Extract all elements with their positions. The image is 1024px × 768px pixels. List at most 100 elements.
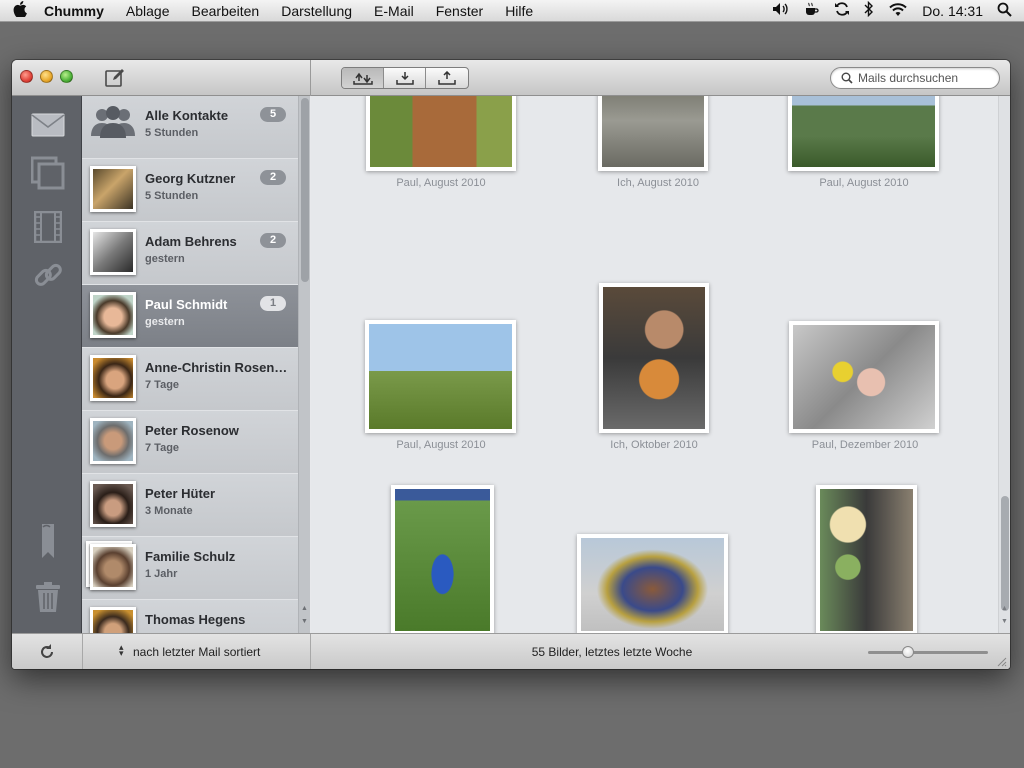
sent-segment[interactable]: [426, 68, 468, 88]
avatar: [90, 355, 136, 401]
received-segment[interactable]: [384, 68, 426, 88]
avatar: [90, 229, 136, 275]
photo-caption: Ich, Oktober 2010: [610, 439, 698, 451]
photo-image: [581, 538, 724, 631]
contact-peter-hueter[interactable]: Peter Hüter 3 Monate: [82, 474, 298, 537]
photo-thumbnail[interactable]: [788, 96, 939, 171]
mail-icon[interactable]: [31, 108, 65, 142]
contact-name: Anne-Christin Rosenow: [145, 360, 290, 375]
media-type-sidebar: [12, 96, 82, 633]
coffee-cup-icon[interactable]: [804, 1, 820, 20]
search-input[interactable]: [858, 71, 988, 85]
spotlight-search-icon[interactable]: [997, 2, 1012, 20]
scroll-down-arrow-icon[interactable]: ▼: [301, 618, 308, 625]
film-icon[interactable]: [31, 210, 65, 244]
volume-icon[interactable]: [772, 2, 790, 19]
contact-last-mail-time: gestern: [145, 316, 185, 328]
resize-grip-icon[interactable]: [995, 654, 1007, 667]
contact-all-contacts[interactable]: Alle Kontakte 5 Stunden 5: [82, 96, 298, 159]
contact-georg-kutzner[interactable]: Georg Kutzner 5 Stunden 2: [82, 159, 298, 222]
contact-name: Peter Rosenow: [145, 423, 239, 438]
photo-thumbnail[interactable]: [599, 283, 709, 433]
menu-hilfe[interactable]: Hilfe: [505, 2, 534, 19]
contact-last-mail-time: 7 Tage: [145, 379, 180, 391]
window-controls: [20, 70, 73, 83]
photo-caption: Ich, August 2010: [617, 177, 699, 189]
photo-image: [395, 489, 490, 631]
refresh-icon[interactable]: [38, 643, 56, 666]
search-field[interactable]: [830, 67, 1000, 89]
photo-image: [602, 96, 704, 167]
menu-bar: Chummy Ablage Bearbeiten Darstellung E-M…: [0, 0, 1024, 22]
contact-adam-behrens[interactable]: Adam Behrens gestern 2: [82, 222, 298, 285]
scrollbar-thumb[interactable]: [301, 98, 309, 282]
contact-last-mail-time: 5 Stunden: [145, 190, 199, 202]
sync-icon[interactable]: [834, 1, 850, 20]
link-icon[interactable]: [31, 258, 65, 292]
unread-count-badge: 5: [260, 107, 286, 122]
contact-familie-schulz[interactable]: Familie Schulz 1 Jahr: [82, 537, 298, 600]
trash-icon[interactable]: [31, 580, 65, 614]
status-divider: [310, 634, 311, 669]
photo-count-status: 55 Bilder, letztes letzte Woche: [531, 645, 693, 659]
avatar: [90, 481, 136, 527]
photo-image: [820, 489, 913, 631]
photo-thumbnail[interactable]: [598, 96, 708, 171]
zoom-window-button[interactable]: [60, 70, 73, 83]
menu-fenster[interactable]: Fenster: [435, 2, 484, 19]
all-mail-segment[interactable]: [342, 68, 384, 88]
bluetooth-icon[interactable]: [864, 0, 874, 20]
menu-clock[interactable]: Do. 14:31: [922, 2, 983, 19]
menu-darstellung[interactable]: Darstellung: [281, 2, 353, 19]
wifi-icon[interactable]: [888, 2, 908, 20]
minimize-window-button[interactable]: [40, 70, 53, 83]
bookmark-icon[interactable]: [31, 524, 65, 558]
contact-paul-schmidt[interactable]: Paul Schmidt gestern 1: [82, 285, 298, 348]
scroll-down-arrow-icon[interactable]: ▼: [1001, 618, 1008, 625]
sort-order-popup[interactable]: nach letzter Mail sortiert: [133, 645, 261, 659]
zoom-slider-knob[interactable]: [902, 646, 914, 658]
avatar: [90, 292, 136, 338]
photo-image: [370, 96, 512, 167]
contact-last-mail-time: 7 Tage: [145, 442, 180, 454]
menu-email[interactable]: E-Mail: [374, 2, 414, 19]
menu-bearbeiten[interactable]: Bearbeiten: [191, 2, 260, 19]
photo-grid-scrollbar[interactable]: ▲ ▼: [998, 96, 1010, 633]
app-name-menu[interactable]: Chummy: [44, 2, 104, 19]
scrollbar-thumb[interactable]: [1001, 496, 1009, 611]
close-window-button[interactable]: [20, 70, 33, 83]
sort-updown-icon[interactable]: ▴ ▾: [119, 642, 124, 658]
photo-thumbnail[interactable]: [816, 485, 917, 633]
photo-image: [792, 96, 935, 167]
avatar: [90, 544, 136, 590]
avatar: [90, 418, 136, 464]
download-tray-icon: [395, 72, 414, 85]
photo-thumbnail[interactable]: [789, 321, 939, 433]
menu-ablage[interactable]: Ablage: [125, 2, 170, 19]
zoom-slider-track[interactable]: [868, 651, 988, 654]
photo-thumbnail[interactable]: [391, 485, 494, 633]
contact-peter-rosenow[interactable]: Peter Rosenow 7 Tage: [82, 411, 298, 474]
contact-name: Peter Hüter: [145, 486, 216, 501]
upload-tray-icon: [438, 71, 456, 85]
view-segmented-control: [341, 67, 469, 89]
unread-count-badge: 2: [260, 170, 286, 185]
photo-image: [369, 324, 512, 429]
photo-caption: Paul, August 2010: [819, 177, 909, 189]
contact-thomas-hegens[interactable]: Thomas Hegens: [82, 600, 298, 633]
compose-icon[interactable]: [104, 68, 126, 88]
photo-thumbnail[interactable]: [365, 320, 516, 433]
contact-anne-christin-rosenow[interactable]: Anne-Christin Rosenow 7 Tage: [82, 348, 298, 411]
scroll-up-arrow-icon[interactable]: ▲: [1001, 605, 1008, 612]
search-icon: [841, 72, 853, 84]
photo-caption: Paul, August 2010: [396, 177, 486, 189]
apple-menu-icon[interactable]: [0, 0, 40, 21]
photo-caption: Paul, August 2010: [396, 439, 486, 451]
photo-thumbnail[interactable]: [366, 96, 516, 171]
contact-name: Familie Schulz: [145, 549, 236, 564]
photos-icon[interactable]: [31, 156, 65, 190]
contact-last-mail-time: 1 Jahr: [145, 568, 178, 580]
contact-list-scrollbar[interactable]: ▲ ▼: [298, 96, 310, 633]
scroll-up-arrow-icon[interactable]: ▲: [301, 605, 308, 612]
photo-thumbnail[interactable]: [577, 534, 728, 633]
